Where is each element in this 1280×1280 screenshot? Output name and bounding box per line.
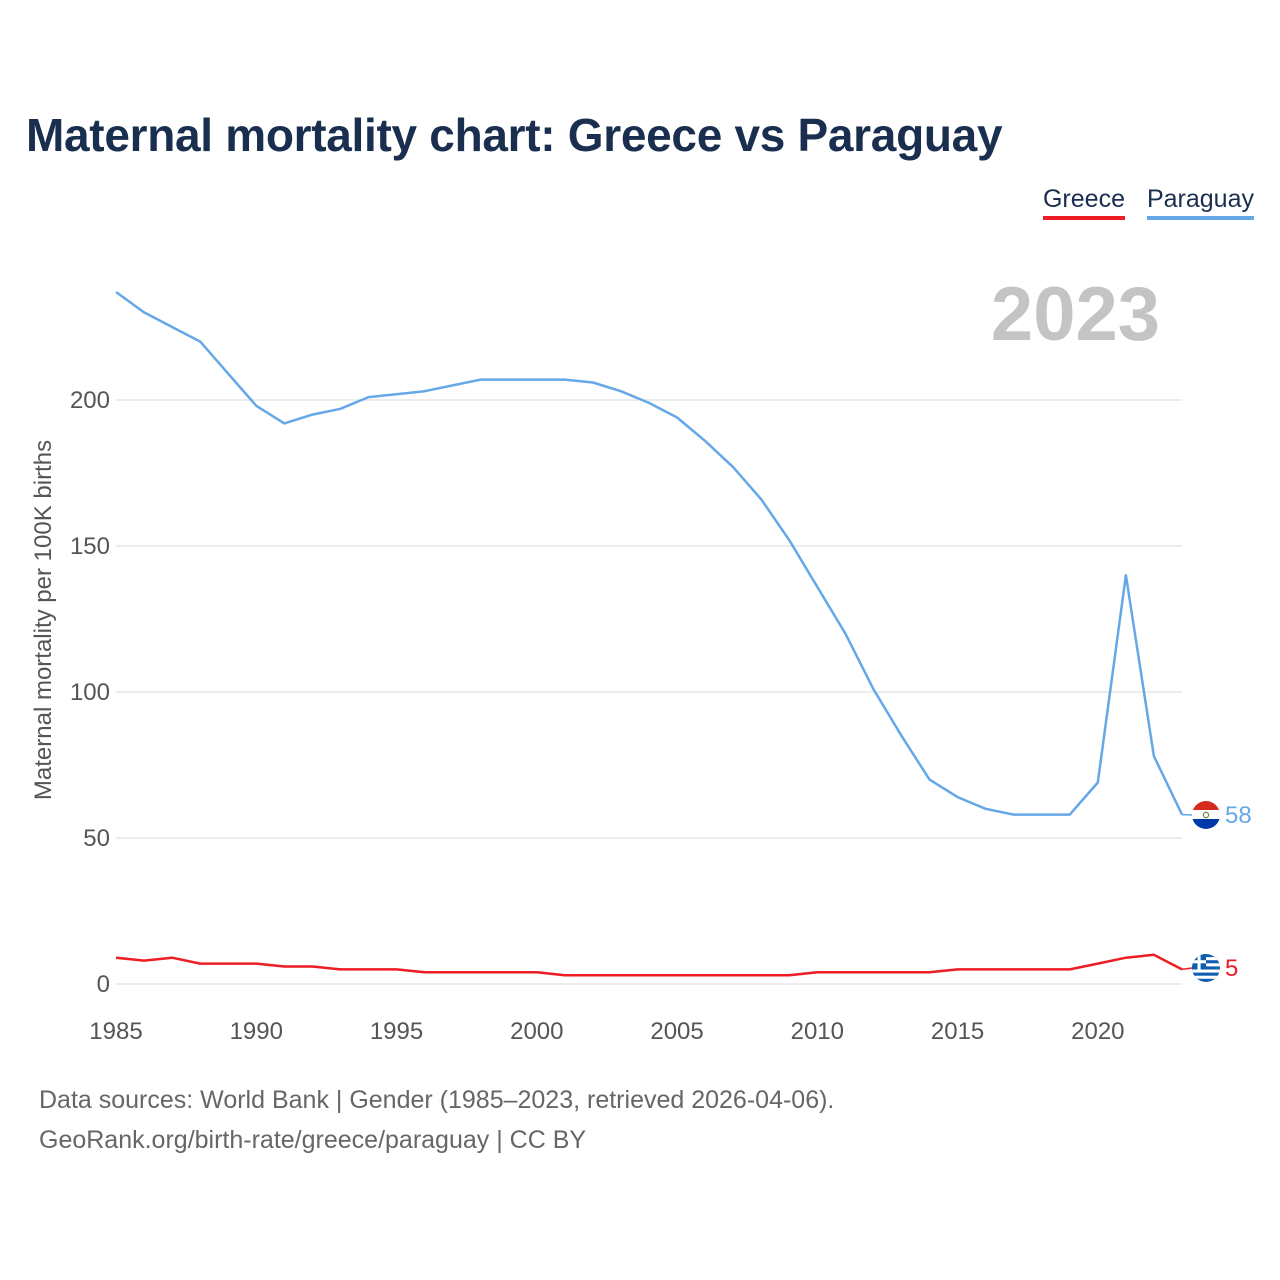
y-tick-label: 0: [97, 971, 110, 998]
y-tick-label: 200: [70, 387, 110, 414]
x-tick-label: 2010: [791, 1018, 844, 1045]
grid-layer: [116, 399, 1182, 985]
greece-flag-icon: [1192, 954, 1220, 982]
y-tick-label: 100: [70, 679, 110, 706]
series-line-greece[interactable]: [115, 953, 1183, 977]
x-tick-label: 2015: [931, 1018, 984, 1045]
x-tick-label: 1995: [370, 1018, 423, 1045]
series-line-paraguay[interactable]: [115, 290, 1184, 816]
x-tick-label: 2000: [510, 1018, 563, 1045]
y-axis-ticks: 0 50 100 150 200: [70, 387, 110, 998]
footer-source: Data sources: World Bank | Gender (1985–…: [39, 1086, 835, 1114]
footer-attribution: GeoRank.org/birth-rate/greece/paraguay |…: [39, 1126, 587, 1154]
end-connector-greece: [1181, 967, 1193, 971]
y-axis-label: Maternal mortality per 100K births: [30, 440, 57, 800]
legend: Greece Paraguay: [1042, 184, 1254, 220]
chart-canvas: 0 50 100 150 200 1985 1990 1995 2000 2005 2010 201…: [30, 272, 1252, 1045]
series-layer: 5 58: [115, 290, 1252, 982]
x-tick-label: 1985: [89, 1018, 142, 1045]
x-tick-label: 2005: [650, 1018, 703, 1045]
chart-title: Maternal mortality chart: Greece vs Para…: [26, 109, 1003, 161]
legend-item-greece[interactable]: Greece: [1042, 184, 1125, 220]
x-tick-label: 1990: [230, 1018, 283, 1045]
y-tick-label: 150: [70, 533, 110, 560]
end-value-label-paraguay: 58: [1225, 802, 1252, 829]
legend-item-paraguay[interactable]: Paraguay: [1146, 184, 1254, 220]
x-tick-label: 2020: [1071, 1018, 1124, 1045]
x-axis-ticks: 1985 1990 1995 2000 2005 2010 2015 2020: [89, 1018, 1124, 1045]
end-value-label-greece: 5: [1225, 955, 1238, 982]
year-watermark: 2023: [991, 272, 1160, 357]
paraguay-flag-icon: [1192, 801, 1220, 829]
y-tick-label: 50: [83, 825, 110, 852]
